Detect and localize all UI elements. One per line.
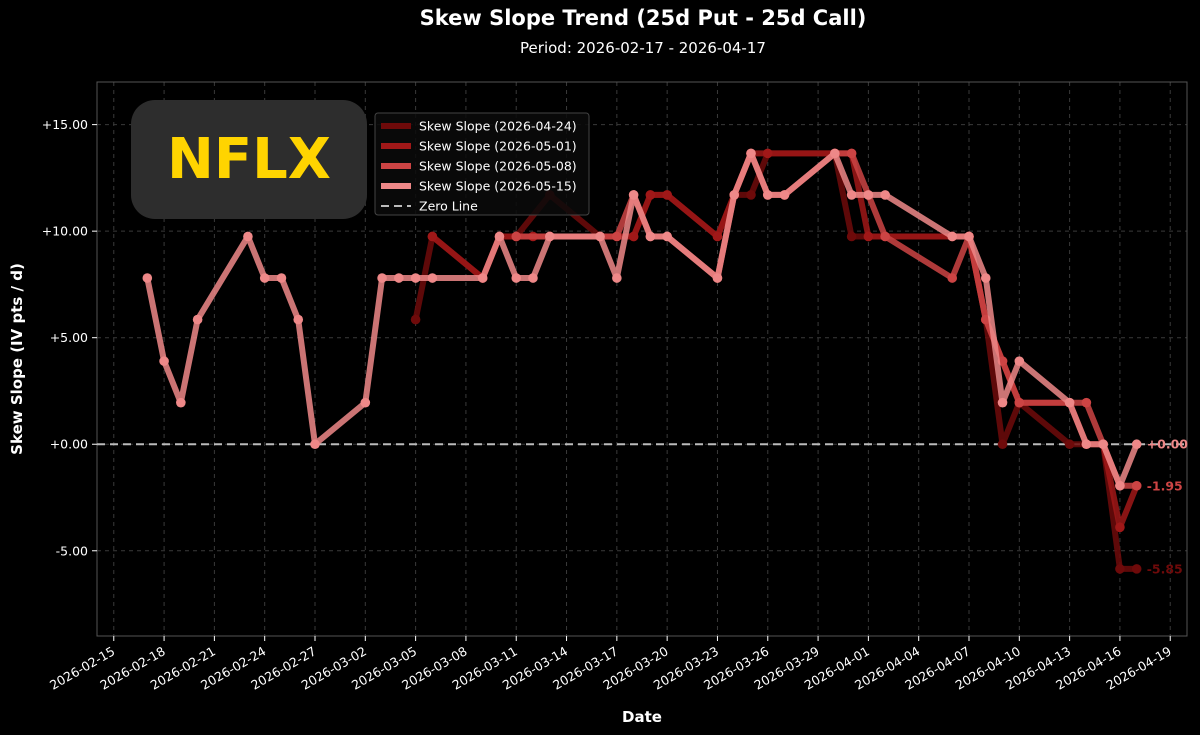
chart-subtitle: Period: 2026-02-17 - 2026-04-17 [520, 39, 766, 57]
legend-box [374, 112, 590, 216]
series-point [746, 190, 756, 200]
grid-lines [97, 82, 1187, 636]
series-point [863, 231, 874, 242]
y-tick-label: +0.00 [50, 437, 88, 452]
series-point [142, 273, 153, 283]
series-point [1131, 480, 1142, 491]
series-point [259, 273, 270, 283]
series-point [612, 273, 622, 283]
series-point [947, 273, 958, 283]
y-tick-label: +10.00 [42, 224, 88, 239]
watermark-box [131, 100, 367, 219]
series-point [762, 148, 773, 159]
series-point [846, 231, 857, 242]
end-labels: -5.85 -1.95 +0.00 [1147, 437, 1189, 577]
series-4 [142, 148, 1142, 491]
series-point [394, 273, 404, 283]
series-point [544, 231, 555, 242]
series-point [410, 314, 421, 325]
series-point [159, 356, 169, 366]
legend-entry: Skew Slope (2026-05-01) [419, 139, 577, 154]
series-point [729, 190, 740, 200]
plot-frame [96, 81, 1188, 637]
series-point [846, 148, 857, 159]
series-point [1064, 439, 1075, 450]
series-point [628, 231, 639, 242]
series-point [511, 273, 522, 283]
series-point [176, 397, 186, 408]
series-point [192, 314, 203, 325]
legend-entry: Skew Slope (2026-05-08) [419, 159, 577, 174]
chart-title: Skew Slope Trend (25d Put - 25d Call) [420, 6, 867, 30]
series-point [746, 148, 756, 159]
series-point [645, 190, 656, 200]
y-axis-ticks: -5.00 +0.00 +5.00 +10.00 +15.00 [42, 117, 97, 558]
y-tick-label: -5.00 [56, 543, 88, 558]
series-point [1014, 356, 1025, 366]
series-point [830, 148, 840, 159]
series-point [595, 231, 605, 242]
series-point [1081, 397, 1092, 408]
y-axis-label: Skew Slope (IV pts / d) [8, 263, 26, 455]
series-point [779, 190, 790, 200]
series-point [846, 190, 857, 200]
series-point [310, 439, 320, 450]
series-point [1131, 439, 1142, 450]
series-point [1115, 564, 1125, 574]
series-point [863, 190, 874, 200]
series-point [511, 231, 522, 242]
series-point [947, 231, 958, 242]
nflx-watermark: NFLX [131, 100, 367, 219]
series-point [494, 231, 505, 242]
series-point [880, 231, 890, 242]
series-point [1014, 397, 1025, 408]
series-point [427, 273, 438, 283]
series-point [662, 231, 672, 242]
x-axis-label: Date [622, 708, 662, 726]
series-point [427, 231, 438, 242]
series-point [712, 231, 723, 242]
series-point [1081, 439, 1092, 450]
series-point [528, 273, 538, 283]
series-point [628, 190, 639, 200]
series-point [1131, 564, 1142, 574]
series-point [1098, 439, 1108, 450]
y-tick-label: +5.00 [50, 330, 88, 345]
series-point [645, 231, 656, 242]
legend-entry: Zero Line [419, 199, 478, 214]
legend-entry: Skew Slope (2026-04-24) [419, 119, 577, 134]
series-point [1115, 522, 1125, 533]
series-point [410, 273, 421, 283]
series-point [1064, 397, 1075, 408]
series-point [612, 231, 622, 242]
y-tick-label: +15.00 [42, 117, 88, 132]
series-end-label: -5.85 [1147, 561, 1183, 576]
watermark-text: NFLX [167, 127, 331, 192]
series-point [980, 273, 991, 283]
series-point [880, 190, 890, 200]
series-point [1115, 480, 1125, 491]
series-end-label: -1.95 [1147, 478, 1183, 493]
series-point [662, 190, 672, 200]
series-end-label: +0.00 [1147, 437, 1189, 452]
series-point [243, 231, 253, 242]
series-point [276, 273, 287, 283]
legend-entry: Skew Slope (2026-05-15) [419, 179, 577, 194]
legend: Skew Slope (2026-04-24) Skew Slope (2026-… [374, 112, 590, 216]
series-point [360, 397, 371, 408]
series-point [293, 314, 304, 325]
series-point [477, 273, 488, 283]
series-point [997, 439, 1008, 450]
series-point [762, 190, 773, 200]
series-point [964, 231, 974, 242]
series-point [712, 273, 723, 283]
series-point [997, 397, 1008, 408]
series-layer [142, 148, 1142, 574]
series-point [377, 273, 387, 283]
